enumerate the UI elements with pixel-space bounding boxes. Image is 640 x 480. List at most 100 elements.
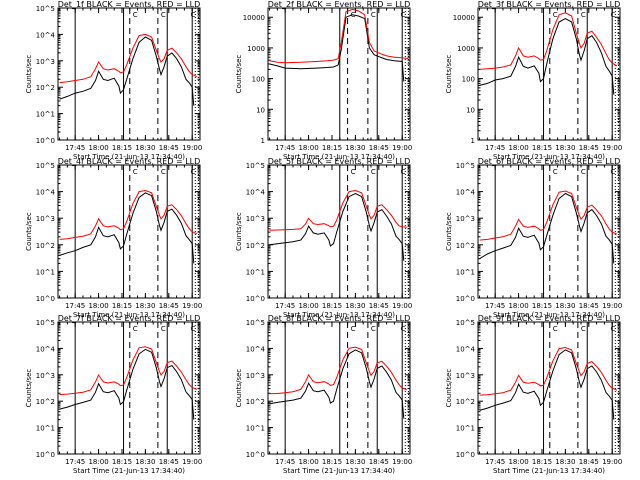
attenuator-flag: C	[161, 325, 166, 333]
y-axis-label: Counts/sec	[25, 212, 33, 251]
y-tick-label: 10^2	[246, 242, 265, 250]
panel-title: Det_4f BLACK = Events, RED = LLD	[58, 157, 201, 166]
lld-series-line	[59, 33, 198, 84]
y-tick-label: 10^4	[456, 345, 476, 353]
y-tick-label: 1	[261, 137, 265, 145]
plot-frame	[267, 7, 411, 141]
x-axis-label: Start Time (21-Jun-13 17:34:40)	[493, 311, 605, 319]
panel-title: Det_6f BLACK = Events, RED = LLD	[478, 157, 621, 166]
attenuator-flag: C	[351, 168, 356, 176]
x-tick-label: 18:00	[508, 458, 528, 466]
x-tick-label: 18:00	[88, 302, 108, 310]
x-tick-label: 18:15	[112, 302, 132, 310]
plot-frame	[477, 321, 621, 455]
attenuator-flag: C	[371, 11, 376, 19]
y-tick-label: 10^1	[36, 111, 55, 119]
panel-8: Det_8f BLACK = Events, RED = LLD 10^0 10^1…	[235, 314, 412, 475]
x-tick-label: 18:30	[555, 302, 575, 310]
panel-3: Det_3f BLACK = Events, RED = LLD 1 10 100 10…	[445, 0, 622, 161]
x-tick-label: 19:00	[602, 144, 622, 152]
y-tick-label: 10000	[243, 14, 265, 22]
x-tick-label: 18:30	[345, 302, 365, 310]
y-tick-label: 10^3	[36, 372, 55, 380]
y-tick-label: 10^4	[246, 189, 266, 197]
x-tick-label: 18:45	[159, 144, 179, 152]
y-axis-label: Counts/sec	[235, 55, 243, 94]
x-axis-label: Start Time (21-Jun-13 17:34:40)	[283, 467, 395, 475]
panel-9: Det_9f BLACK = Events, RED = LLD 10^0 10^1…	[445, 314, 622, 475]
x-tick-label: 18:15	[112, 458, 132, 466]
attenuator-flag: C	[553, 325, 558, 333]
x-axis-label: Start Time (21-Jun-13 17:34:40)	[73, 311, 185, 319]
lld-series-line	[479, 346, 618, 396]
y-tick-label: 10^4	[456, 189, 476, 197]
x-tick-label: 17:45	[275, 458, 295, 466]
x-tick-label: 19:00	[602, 458, 622, 466]
y-tick-label: 10000	[453, 14, 475, 22]
attenuator-flag: C	[400, 11, 405, 19]
x-tick-label: 17:45	[485, 302, 505, 310]
attenuator-flag: C	[400, 325, 405, 333]
panel-1: Det_1f BLACK = Events, RED = LLD 10^0 10^1…	[25, 0, 202, 161]
y-tick-label: 100	[462, 76, 475, 84]
x-tick-label: 18:15	[322, 144, 342, 152]
attenuator-flag: C	[190, 325, 195, 333]
attenuator-flag: C	[581, 168, 586, 176]
y-tick-label: 10^5	[36, 319, 55, 327]
y-tick-label: 10^2	[456, 398, 475, 406]
y-tick-label: 10^5	[36, 5, 55, 13]
x-tick-label: 19:00	[182, 458, 202, 466]
panel-7: Det_7f BLACK = Events, RED = LLD 10^0 10^1…	[25, 314, 202, 475]
y-tick-label: 10^0	[36, 137, 55, 145]
x-tick-label: 18:00	[298, 144, 318, 152]
x-tick-label: 18:00	[88, 144, 108, 152]
plot-frame	[57, 7, 201, 141]
plot-frame	[477, 7, 621, 141]
attenuator-flag: C	[161, 11, 166, 19]
events-series-line	[479, 349, 615, 420]
events-series-line	[479, 18, 615, 95]
lld-series-line	[479, 190, 618, 241]
x-tick-label: 18:45	[579, 302, 599, 310]
y-axis-label: Counts/sec	[25, 55, 33, 94]
x-tick-label: 18:30	[135, 144, 155, 152]
y-tick-label: 10^4	[246, 345, 266, 353]
y-tick-label: 10^0	[36, 295, 55, 303]
x-axis-label: Start Time (21-Jun-13 17:34:40)	[493, 467, 605, 475]
y-tick-label: 10	[256, 106, 265, 114]
events-series-line	[59, 348, 195, 420]
x-tick-label: 17:45	[275, 144, 295, 152]
attenuator-flag: C	[133, 325, 138, 333]
panel-title: Det_9f BLACK = Events, RED = LLD	[478, 314, 621, 323]
x-tick-label: 17:45	[65, 144, 85, 152]
x-tick-label: 19:00	[182, 144, 202, 152]
x-tick-label: 18:00	[508, 302, 528, 310]
plot-frame	[267, 164, 411, 299]
y-axis-label: Counts/sec	[25, 369, 33, 408]
x-tick-label: 18:45	[159, 458, 179, 466]
x-tick-label: 17:45	[275, 302, 295, 310]
lld-series-line	[269, 189, 407, 231]
y-tick-label: 10^3	[246, 372, 265, 380]
x-axis-label: Start Time (21-Jun-13 17:34:40)	[283, 153, 395, 161]
x-axis-label: Start Time (21-Jun-13 17:34:40)	[73, 153, 185, 161]
y-tick-label: 10^3	[456, 372, 475, 380]
attenuator-flag: C	[351, 325, 356, 333]
y-axis-label: Counts/sec	[445, 55, 453, 94]
y-tick-label: 10^2	[36, 242, 55, 250]
y-tick-label: 10^1	[36, 268, 55, 276]
x-tick-label: 18:45	[369, 302, 389, 310]
x-tick-label: 18:15	[532, 302, 552, 310]
lld-series-line	[269, 8, 409, 64]
y-tick-label: 10^4	[36, 31, 56, 39]
y-tick-label: 10^2	[36, 84, 55, 92]
panel-title: Det_3f BLACK = Events, RED = LLD	[478, 0, 621, 9]
y-tick-label: 10^5	[36, 162, 55, 170]
attenuator-flag: C	[610, 11, 615, 19]
y-tick-label: 10^2	[36, 398, 55, 406]
y-tick-label: 10^0	[456, 451, 475, 459]
y-tick-label: 10^0	[456, 295, 475, 303]
y-tick-label: 10^1	[246, 268, 265, 276]
attenuator-flag: C	[133, 11, 138, 19]
events-series-line	[269, 14, 405, 82]
